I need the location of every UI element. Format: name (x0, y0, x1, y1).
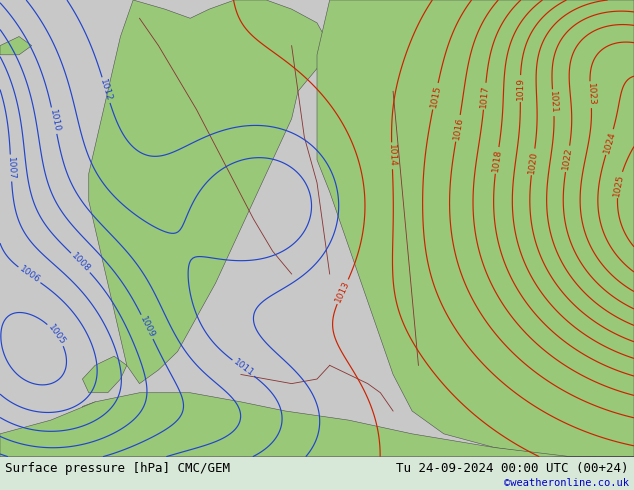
Text: 1007: 1007 (6, 156, 16, 180)
Polygon shape (317, 0, 634, 457)
Text: 1022: 1022 (561, 147, 574, 171)
Text: 1010: 1010 (48, 108, 61, 133)
Text: 1009: 1009 (138, 315, 156, 339)
Text: Surface pressure [hPa] CMC/GEM: Surface pressure [hPa] CMC/GEM (5, 462, 230, 475)
Polygon shape (89, 0, 330, 384)
Text: 1008: 1008 (69, 251, 92, 274)
Text: 1024: 1024 (602, 130, 617, 154)
Text: 1011: 1011 (231, 358, 255, 379)
Polygon shape (0, 37, 32, 55)
Text: 1012: 1012 (98, 78, 113, 102)
Text: 1018: 1018 (491, 148, 503, 172)
Text: 1013: 1013 (334, 279, 351, 304)
Polygon shape (0, 393, 634, 457)
Polygon shape (82, 402, 108, 420)
Text: 1025: 1025 (612, 173, 626, 197)
Text: 1023: 1023 (586, 83, 596, 106)
Text: 1005: 1005 (46, 322, 67, 346)
Text: 1016: 1016 (451, 116, 464, 140)
Polygon shape (82, 356, 127, 393)
Text: 1014: 1014 (387, 144, 397, 168)
Text: 1021: 1021 (548, 91, 559, 114)
Text: 1017: 1017 (479, 84, 490, 108)
Text: 1020: 1020 (527, 150, 539, 174)
Text: Tu 24-09-2024 00:00 UTC (00+24): Tu 24-09-2024 00:00 UTC (00+24) (396, 462, 629, 475)
Text: 1015: 1015 (429, 84, 442, 108)
Text: 1006: 1006 (17, 265, 41, 285)
Text: ©weatheronline.co.uk: ©weatheronline.co.uk (504, 478, 629, 489)
Text: 1019: 1019 (515, 77, 525, 100)
